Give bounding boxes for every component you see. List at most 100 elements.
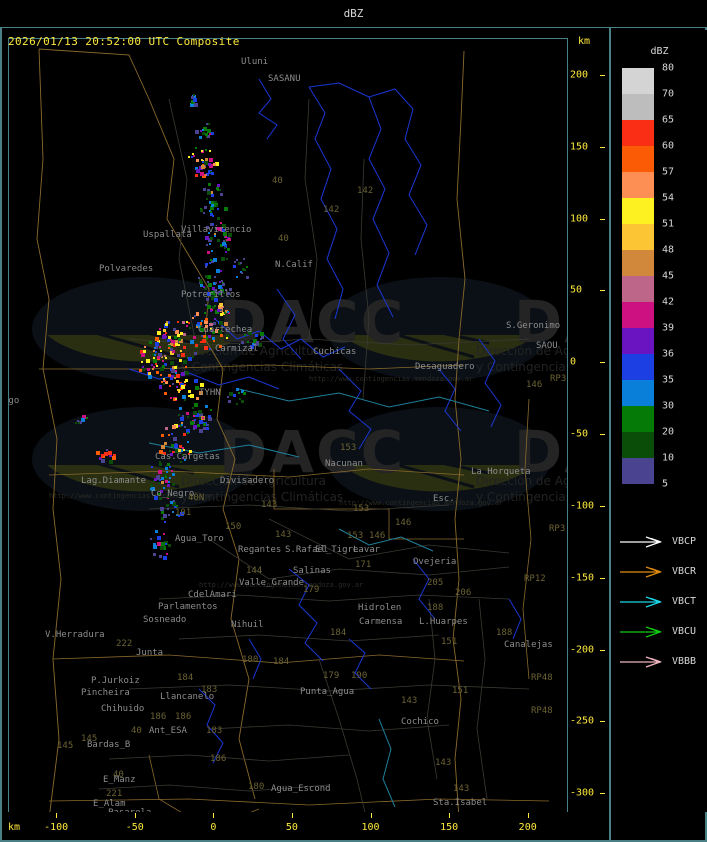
radar-echo-cell [174,375,176,377]
radar-echo-cell [157,542,161,546]
road-13 [208,724,450,732]
radar-echo-cell [198,277,200,279]
radar-echo-cell [214,318,216,320]
radar-map-panel[interactable]: DACC Dirección de Agricultura y Contingenc… [3,30,608,812]
radar-echo-cell [213,282,216,285]
radar-echo-layer [9,39,567,812]
radar-echo-cell [227,248,230,251]
radar-echo-cell [157,356,160,359]
wind-barb-arrow-icon [620,626,662,638]
radar-echo-cell [204,206,207,209]
radar-echo-cell [200,341,202,343]
colorbar-tick-label: 20 [662,426,675,438]
radar-echo-cell [214,305,216,307]
radar-echo-cell [211,291,215,295]
border-east [452,50,466,812]
radar-echo-cell [172,483,175,486]
radar-echo-cell [201,165,205,169]
radar-echo-cell [206,123,208,125]
x-axis-tick-mark [291,813,293,818]
radar-echo-cell [163,380,165,382]
radar-echo-cell [151,487,155,491]
radar-echo-cell [206,226,209,229]
cordillera-border [38,48,256,800]
radar-echo-cell [185,371,189,375]
radar-echo-cell [180,512,184,516]
radar-echo-cell [81,418,85,422]
radar-echo-cell [170,397,172,399]
radar-echo-cell [183,449,185,451]
map-canvas[interactable]: DACC Dirección de Agricultura y Contingenc… [9,39,567,812]
road-1 [304,98,318,340]
radar-echo-cell [241,390,244,393]
y-axis-tick-label: 50 [570,284,583,296]
radar-echo-cell [217,217,220,220]
radar-echo-cell [182,447,184,449]
radar-echo-cell [204,287,207,290]
map-vector-layer [36,48,550,812]
road-8 [128,684,530,692]
y-axis-unit-label: km [578,36,591,47]
radar-echo-cell [213,322,216,325]
radar-echo-cell [209,164,213,168]
radar-echo-cell [171,470,173,472]
radar-echo-cell [162,335,166,339]
radar-echo-cell [178,449,181,452]
radar-echo-cell [226,337,228,339]
radar-echo-cell [199,391,203,395]
radar-echo-cell [211,201,214,204]
radar-echo-cell [164,380,166,382]
radar-echo-cell [78,422,80,424]
radar-echo-cell [252,343,255,346]
colorbar-tick-label: 60 [662,140,675,152]
radar-echo-cell [161,356,163,358]
radar-echo-cell [196,159,199,162]
radar-echo-cell [142,368,145,371]
radar-echo-cell [163,533,165,535]
radar-echo-cell [173,437,177,441]
radar-echo-cell [260,338,262,340]
radar-echo-cell [218,305,222,309]
radar-echo-cell [86,417,88,419]
radar-echo-cell [215,310,219,314]
x-axis-tick-mark [213,813,215,818]
radar-echo-cell [241,341,244,344]
radar-echo-cell [153,545,157,549]
radar-echo-cell [165,467,168,470]
colorbar-swatch [622,458,654,484]
radar-echo-cell [163,487,165,489]
radar-echo-cell [217,184,220,187]
radar-echo-cell [208,415,211,418]
radar-echo-cell [172,383,174,385]
y-axis-tick-mark [600,577,605,579]
radar-echo-cell [244,334,246,336]
radar-echo-cell [214,298,218,302]
radar-echo-cell [188,453,190,455]
radar-echo-cell [207,292,211,296]
road-5 [208,538,510,580]
road-12 [476,598,488,800]
radar-echo-cell [205,318,208,321]
radar-echo-cell [236,403,238,405]
radar-echo-cell [165,332,167,334]
radar-echo-cell [216,227,219,230]
radar-echo-cell [161,481,164,484]
radar-echo-cell [177,354,180,357]
radar-echo-cell [229,288,232,291]
y-axis-tick-mark [600,146,605,148]
radar-echo-cell [153,350,155,352]
radar-echo-cell [179,339,183,343]
radar-echo-cell [113,454,116,457]
radar-echo-cell [204,312,206,314]
radar-echo-cell [220,313,223,316]
radar-echo-cell [155,346,158,349]
radar-echo-cell [193,415,195,417]
radar-echo-cell [242,268,245,271]
colorbar-swatch [622,68,654,94]
radar-echo-cell [176,365,178,367]
radar-echo-cell [160,374,162,376]
radar-echo-cell [220,222,222,224]
radar-echo-cell [205,174,207,176]
radar-echo-cell [165,476,167,478]
colorbar-swatch [622,432,654,458]
